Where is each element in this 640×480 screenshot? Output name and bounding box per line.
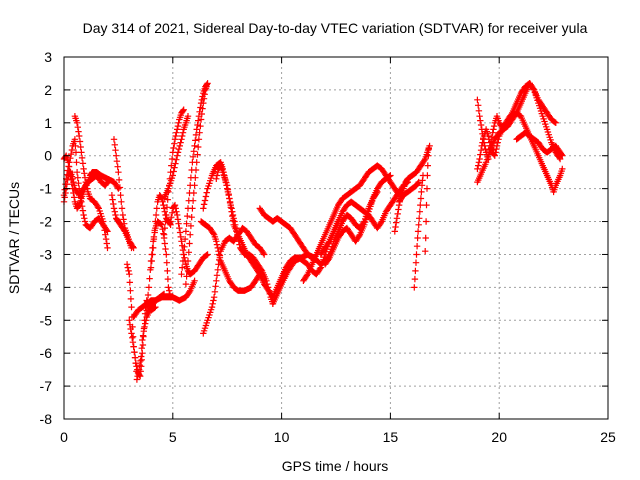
- plot-frame: [63, 56, 609, 420]
- y-tick-label: 3: [44, 49, 52, 65]
- y-tick-labels: -8 -7 -6 -5 -4 -3 -2 -1 0 1 2 3: [40, 49, 53, 427]
- y-tick-label: 2: [44, 82, 52, 98]
- y-tick-label: 0: [44, 148, 52, 164]
- y-axis-label: SDTVAR / TECUs: [6, 182, 22, 294]
- y-tick-label: -8: [40, 411, 53, 427]
- series-sat-p: [182, 83, 210, 288]
- y-tick-label: -4: [40, 279, 53, 295]
- series-sat-z: [321, 172, 394, 268]
- series-sat-m: [160, 113, 192, 202]
- y-tick-label: -3: [40, 246, 53, 262]
- axis-ticks: [63, 56, 609, 420]
- data-point-marks: [395, 178, 422, 205]
- series-sat-f: [108, 192, 137, 252]
- x-tick-label: 25: [600, 429, 616, 445]
- chart-title: Day 314 of 2021, Sidereal Day-to-day VTE…: [83, 20, 588, 36]
- data-point-marks: [197, 218, 263, 294]
- y-tick-label: -6: [40, 345, 53, 361]
- series-sat-r: [197, 218, 263, 294]
- data-point-marks: [160, 113, 192, 202]
- data-point-marks: [71, 113, 111, 252]
- data-point-marks: [513, 129, 566, 159]
- series-sat-b: [71, 113, 111, 252]
- y-tick-label: -7: [40, 378, 53, 394]
- data-point-marks: [411, 172, 427, 291]
- series-sat-ag: [474, 109, 566, 196]
- x-tick-labels: 0 5 10 15 20 25: [60, 429, 616, 445]
- series-sat-ab: [395, 178, 422, 205]
- series-sat-ah: [513, 129, 566, 159]
- x-tick-label: 15: [383, 429, 399, 445]
- data-point-marks: [167, 201, 211, 278]
- data-point-marks: [108, 192, 137, 252]
- series-sat-t: [213, 162, 277, 301]
- x-axis-label: GPS time / hours: [282, 458, 389, 474]
- series-sat-n: [167, 201, 211, 278]
- data-point-marks: [422, 145, 432, 255]
- y-tick-label: -5: [40, 312, 53, 328]
- x-tick-label: 20: [491, 429, 507, 445]
- data-point-marks: [391, 142, 433, 235]
- data-point-marks: [182, 83, 210, 288]
- series-sat-ac: [411, 172, 427, 291]
- data-point-marks: [474, 109, 566, 196]
- data-point-marks: [160, 106, 187, 238]
- x-tick-label: 10: [274, 429, 290, 445]
- y-tick-label: -1: [40, 181, 53, 197]
- x-tick-label: 5: [169, 429, 177, 445]
- series-sat-ad: [422, 145, 432, 255]
- x-tick-label: 0: [60, 429, 68, 445]
- y-tick-label: -2: [40, 214, 53, 230]
- series-sat-aa: [391, 142, 433, 235]
- y-tick-label: 1: [44, 115, 52, 131]
- data-point-marks: [321, 172, 394, 268]
- data-point-marks: [213, 162, 277, 301]
- series-sat-l: [160, 106, 187, 238]
